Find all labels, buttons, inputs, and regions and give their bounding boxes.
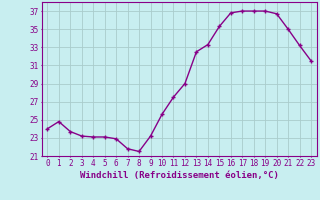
X-axis label: Windchill (Refroidissement éolien,°C): Windchill (Refroidissement éolien,°C) [80, 171, 279, 180]
